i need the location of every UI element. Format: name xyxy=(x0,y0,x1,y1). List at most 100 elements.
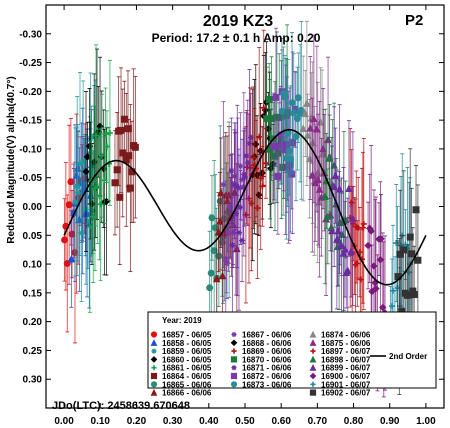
legend-marker xyxy=(150,339,158,346)
data-point xyxy=(240,184,247,191)
legend-label: 16900 - 06/07 xyxy=(321,372,371,381)
data-point xyxy=(102,131,109,138)
data-point xyxy=(239,237,246,244)
data-point xyxy=(131,143,139,151)
y-tick-label: -0.30 xyxy=(19,29,42,40)
data-point xyxy=(97,201,104,208)
data-point xyxy=(228,167,235,174)
data-point xyxy=(116,193,124,201)
legend-marker xyxy=(230,356,238,363)
data-point xyxy=(262,160,269,167)
series-16871 xyxy=(228,69,254,337)
data-point xyxy=(287,155,295,163)
series-16873 xyxy=(278,21,305,240)
data-point xyxy=(285,147,293,155)
data-point xyxy=(125,152,133,160)
x-tick-label: 0.70 xyxy=(308,416,328,427)
data-point xyxy=(111,179,119,187)
data-point xyxy=(234,183,241,190)
data-point xyxy=(235,229,242,236)
legend-marker xyxy=(230,381,238,388)
y-axis: -0.30 -0.25 -0.20 -0.15 -0.10 -0.05 0.00 0.05 0.… xyxy=(19,29,444,386)
data-point xyxy=(240,171,247,178)
legend-marker xyxy=(150,372,158,380)
y-tick-label: -0.10 xyxy=(19,144,42,155)
data-point xyxy=(207,269,215,277)
x-tick-label: 0.30 xyxy=(163,416,183,427)
legend-marker xyxy=(230,339,238,347)
data-point xyxy=(272,93,280,101)
data-point xyxy=(376,256,385,264)
jd-label: JDo(LTC): 2458639.670648 xyxy=(52,400,190,412)
data-point xyxy=(119,149,127,157)
data-point xyxy=(75,189,82,196)
data-points-layer xyxy=(61,20,422,398)
data-point xyxy=(237,204,244,211)
data-point xyxy=(247,134,254,141)
data-point xyxy=(414,256,422,264)
legend-label: 16875 - 06/06 xyxy=(321,339,371,348)
data-point xyxy=(315,197,323,206)
legend-marker xyxy=(151,365,157,371)
data-point xyxy=(74,183,81,190)
data-point xyxy=(113,166,121,174)
legend-label: 16860 - 06/05 xyxy=(162,355,212,364)
legend-marker xyxy=(150,331,158,338)
data-point xyxy=(227,204,234,211)
data-point xyxy=(229,242,236,249)
phase-label: P2 xyxy=(405,12,423,29)
data-point xyxy=(80,158,87,165)
legend-label: 16858 - 06/05 xyxy=(162,339,212,348)
y-tick-label: 0.10 xyxy=(23,260,43,271)
data-point xyxy=(228,221,235,228)
legend-marker xyxy=(231,365,237,371)
legend-marker xyxy=(150,388,158,396)
data-point xyxy=(400,246,408,254)
series-16861 xyxy=(86,44,113,313)
y-axis-label: Reduced Magnitude(V) alpha(40.7°) xyxy=(6,76,17,243)
legend-marker xyxy=(150,381,158,388)
data-point xyxy=(232,210,239,217)
data-point xyxy=(256,133,263,140)
data-point xyxy=(396,250,404,258)
legend-label: 16870 - 06/06 xyxy=(242,355,292,364)
x-axis: 0.00 0.10 0.20 0.30 0.40 0.50 0.60 0.70 0.80 0.90… xyxy=(54,5,436,427)
data-point xyxy=(323,212,332,220)
data-point xyxy=(77,160,84,167)
legend-label: 16902 - 06/07 xyxy=(321,389,371,398)
legend-label: 16866 - 06/06 xyxy=(162,389,212,398)
data-point xyxy=(360,220,367,227)
legend-box xyxy=(147,311,437,389)
legend-label: 16865 - 06/06 xyxy=(162,380,212,389)
data-point xyxy=(260,104,267,111)
y-tick-label: 0.05 xyxy=(23,231,43,242)
series-16899 xyxy=(328,104,357,344)
legend-marker xyxy=(309,372,317,380)
data-point xyxy=(223,259,230,266)
series-16864 xyxy=(111,67,139,273)
legend-marker xyxy=(231,348,237,354)
y-tick-label: 0.30 xyxy=(23,375,43,386)
y-tick-label: -0.20 xyxy=(19,87,42,98)
legend-marker xyxy=(310,381,316,387)
data-point xyxy=(408,250,416,258)
x-tick-label: 0.90 xyxy=(380,416,400,427)
x-tick-label: 0.20 xyxy=(127,416,147,427)
data-point xyxy=(354,260,361,267)
data-point xyxy=(241,174,248,181)
data-point xyxy=(349,214,357,223)
data-point xyxy=(67,178,75,186)
data-point xyxy=(237,163,244,170)
legend-label: 16868 - 06/06 xyxy=(242,339,292,348)
x-tick-label: 0.50 xyxy=(235,416,255,427)
data-point xyxy=(98,152,105,159)
data-point xyxy=(274,172,282,180)
legend-label: 16901 - 06/07 xyxy=(321,380,371,389)
data-point xyxy=(367,227,375,235)
legend-label: 16869 - 06/06 xyxy=(242,347,292,356)
legend-marker xyxy=(309,389,317,396)
data-point xyxy=(222,255,229,262)
data-point xyxy=(310,114,318,123)
data-point xyxy=(343,266,352,275)
